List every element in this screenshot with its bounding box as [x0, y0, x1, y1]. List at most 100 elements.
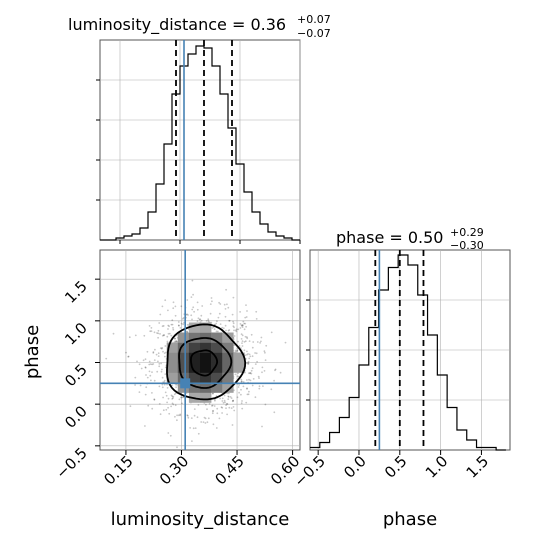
sample-point	[223, 394, 226, 397]
y-tick-label: 0.5	[61, 361, 91, 391]
sample-point	[240, 324, 243, 326]
sample-point	[138, 391, 141, 393]
density-grid	[100, 250, 300, 450]
sample-point	[186, 330, 189, 333]
sample-point	[265, 344, 268, 347]
sample-point	[247, 360, 250, 363]
sample-point	[243, 349, 246, 352]
sample-point	[216, 407, 219, 410]
sample-point	[245, 304, 247, 306]
histogram-steps	[310, 254, 506, 451]
sample-point	[143, 334, 146, 337]
panel-title-text: luminosity_distance = 0.36	[68, 15, 286, 35]
density-cell	[177, 362, 190, 373]
sample-point	[225, 404, 228, 406]
sample-point	[252, 378, 255, 380]
sample-point	[232, 399, 235, 402]
panel-title-text: phase = 0.50	[336, 228, 443, 247]
density-cell	[177, 342, 190, 353]
phase-vs-luminosity-distance-panel: 0.15 0.30 0.45 0.60 −0.50.00.51.01.5 lumino…	[22, 249, 303, 530]
sample-point	[204, 422, 207, 424]
sample-point	[231, 400, 234, 403]
sample-point	[172, 307, 175, 310]
sample-point	[240, 325, 243, 327]
sample-point	[228, 329, 231, 331]
sample-point	[192, 427, 195, 430]
sample-point	[165, 408, 168, 411]
sample-point	[144, 366, 147, 369]
sample-point	[176, 414, 179, 417]
sample-point	[190, 314, 193, 317]
sample-point	[171, 398, 174, 400]
sample-point	[263, 370, 266, 372]
sample-point	[270, 388, 273, 391]
sample-point	[196, 308, 199, 311]
sample-point	[153, 331, 156, 334]
sample-point	[237, 386, 240, 388]
sample-point	[161, 347, 164, 349]
sample-point	[171, 395, 174, 398]
density-cell	[200, 322, 212, 333]
sample-point	[144, 366, 147, 369]
sample-point	[254, 352, 256, 354]
sample-point	[149, 374, 152, 377]
sample-point	[273, 411, 276, 414]
sample-point	[208, 403, 211, 405]
sample-point	[227, 392, 230, 395]
sample-point	[152, 352, 155, 354]
sample-point	[158, 365, 161, 368]
sample-point	[186, 313, 188, 316]
sample-point	[251, 355, 254, 358]
sample-point	[174, 404, 177, 407]
sample-point	[164, 391, 167, 394]
panel-title: luminosity_distance = 0.36 +0.07 −0.07	[68, 13, 331, 40]
sample-point	[157, 355, 160, 357]
panel-title-upper: +0.29	[450, 226, 484, 239]
density-cell	[211, 332, 223, 343]
sample-point	[172, 301, 175, 304]
sample-point	[192, 293, 195, 296]
sample-point	[241, 326, 244, 328]
density-cells	[166, 322, 245, 403]
sample-point	[255, 310, 258, 313]
sample-point	[230, 397, 233, 399]
sample-point	[172, 403, 175, 406]
sample-point	[164, 299, 167, 302]
sample-point	[261, 425, 263, 428]
sample-point	[204, 417, 207, 420]
sample-point	[212, 423, 215, 426]
sample-point	[152, 351, 155, 353]
sample-point	[167, 309, 169, 312]
sample-point	[213, 405, 216, 407]
panel-title-upper: +0.07	[297, 13, 331, 26]
sample-point	[158, 403, 161, 405]
sample-point	[158, 385, 161, 388]
x-axis-ticks: −0.5 0.0 0.5 1.0 1.5	[290, 450, 492, 491]
sample-point	[200, 319, 203, 322]
sample-point	[170, 334, 173, 337]
density-cell	[233, 362, 245, 373]
sample-point	[152, 363, 155, 365]
y-tick-label: −0.5	[52, 444, 90, 482]
sample-point	[207, 319, 210, 322]
sample-point	[234, 349, 237, 352]
sample-point	[217, 330, 219, 333]
x-tick-label: 1.0	[422, 452, 452, 482]
sample-point	[161, 305, 164, 308]
sample-point	[164, 373, 167, 375]
sample-point	[250, 372, 253, 375]
sample-point	[256, 360, 258, 363]
x-tick-label: 0.15	[100, 452, 136, 488]
sample-point	[172, 328, 175, 331]
sample-point	[249, 355, 252, 358]
density-cell	[200, 372, 212, 383]
sample-point	[161, 334, 164, 337]
sample-point	[172, 397, 174, 399]
y-tick-label: 0.0	[61, 402, 91, 432]
sample-point	[241, 324, 244, 327]
sample-point	[148, 363, 151, 366]
sample-point	[237, 340, 240, 343]
sample-point	[225, 329, 227, 332]
sample-point	[153, 359, 156, 361]
